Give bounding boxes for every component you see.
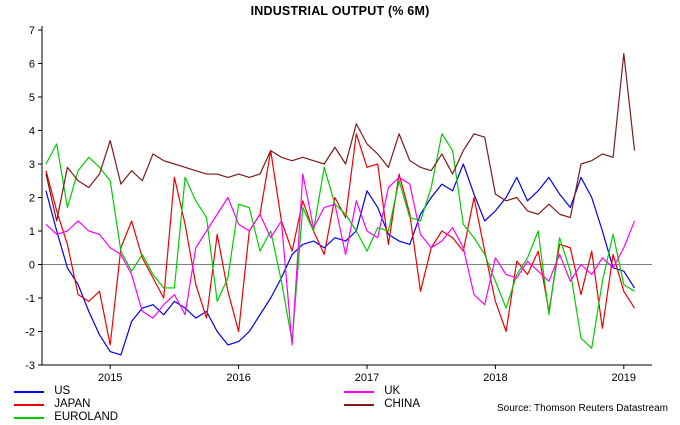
y-tick-label: 7 — [29, 25, 35, 37]
source-credit: Source: Thomson Reuters Datastream — [496, 403, 668, 414]
chart-title: INDUSTRIAL OUTPUT (% 6M) — [250, 4, 430, 18]
legend-item-china: CHINA — [344, 398, 420, 411]
legend-column-left: US JAPAN EUROLAND — [14, 385, 118, 424]
x-tick-label: 2019 — [612, 372, 636, 384]
legend-swatch-japan — [14, 403, 44, 406]
legend-column-right: UK CHINA — [344, 385, 420, 411]
legend-label-china: CHINA — [384, 398, 420, 410]
series-us — [45, 163, 636, 356]
series-japan — [45, 133, 636, 346]
y-tick-label: 5 — [29, 92, 35, 104]
x-tick-label: 2016 — [226, 372, 250, 384]
y-tick-label: 0 — [29, 260, 35, 272]
legend-label-japan: JAPAN — [54, 398, 91, 410]
legend-item-euroland: EUROLAND — [14, 411, 118, 424]
y-tick-label: -1 — [25, 293, 35, 305]
x-tick-label: 2018 — [483, 372, 507, 384]
y-tick-label: -3 — [25, 360, 35, 372]
series-euroland — [45, 133, 635, 349]
series-china — [45, 52, 636, 222]
legend-item-uk: UK — [344, 385, 420, 398]
legend-swatch-china — [344, 403, 374, 406]
legend-label-euroland: EUROLAND — [54, 411, 119, 423]
legend-swatch-us — [14, 390, 44, 393]
y-tick-label: 6 — [29, 59, 35, 71]
line-chart-plot: -3 -2 -1 0 1 2 3 4 5 6 7 2015 2016 2017 2018 2019 — [25, 25, 652, 384]
series-uk — [45, 173, 636, 346]
y-tick-label: 1 — [29, 226, 35, 238]
x-tick-label: 2017 — [355, 372, 379, 384]
x-tick-label: 2015 — [98, 372, 122, 384]
y-tick-label: 4 — [29, 126, 35, 138]
legend-label-uk: UK — [384, 385, 401, 397]
legend-label-us: US — [54, 385, 71, 397]
legend-item-us: US — [14, 385, 118, 398]
legend-swatch-euroland — [14, 416, 44, 419]
y-tick-label: 3 — [29, 159, 35, 171]
legend-swatch-uk — [344, 390, 374, 393]
y-tick-label: -2 — [25, 327, 35, 339]
y-tick-label: 2 — [29, 193, 35, 205]
legend: US JAPAN EUROLAND UK CHINA — [0, 385, 680, 425]
legend-item-japan: JAPAN — [14, 398, 118, 411]
